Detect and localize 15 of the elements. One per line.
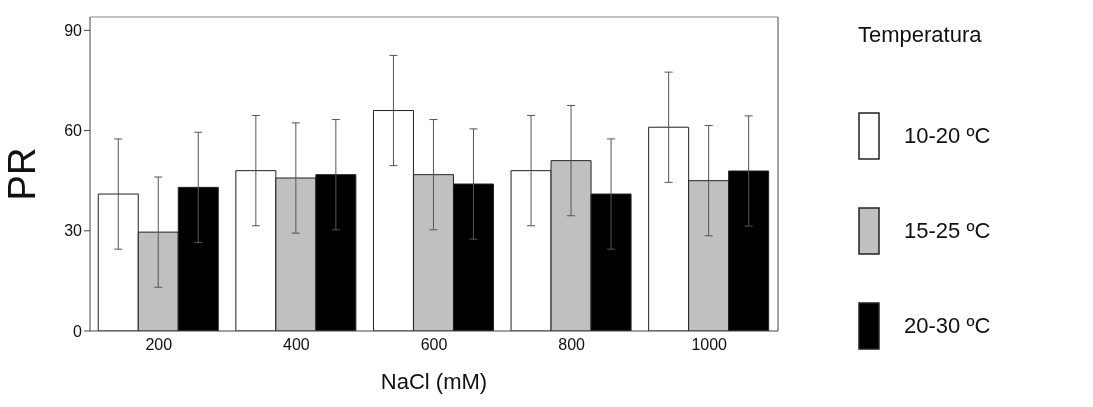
legend-label: 15-25 ºC bbox=[904, 217, 991, 244]
y-tick-label: 0 bbox=[73, 322, 83, 340]
y-axis-title: PR bbox=[1, 147, 44, 201]
x-tick-label: 800 bbox=[558, 336, 586, 354]
y-tick-label: 90 bbox=[64, 22, 83, 40]
legend-label: 10-20 ºC bbox=[904, 122, 991, 149]
legend-label: 20-30 ºC bbox=[904, 312, 991, 339]
x-tick-label: 200 bbox=[145, 336, 173, 354]
y-tick-label: 60 bbox=[64, 122, 83, 140]
x-tick-label: 1000 bbox=[691, 336, 728, 354]
x-tick-label: 400 bbox=[283, 336, 310, 354]
x-tick-label: 600 bbox=[420, 336, 448, 354]
x-axis-title: NaCl (mM) bbox=[380, 369, 488, 394]
legend-title: Temperatura bbox=[858, 22, 983, 48]
y-tick-label: 30 bbox=[64, 222, 83, 240]
